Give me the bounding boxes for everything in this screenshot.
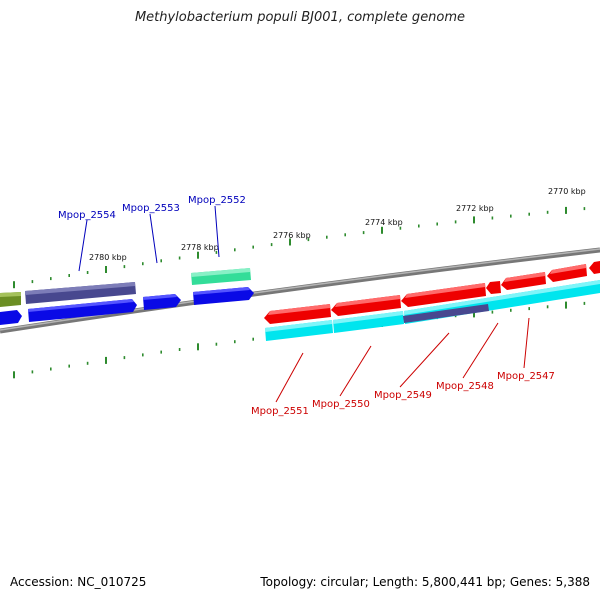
accession-text: Accession: NC_010725 [10,575,147,589]
label-mpop-2549[interactable]: Mpop_2549 [374,390,432,401]
label-mpop-2552[interactable]: Mpop_2552 [188,195,246,206]
gene-blue-partial[interactable] [0,310,22,325]
gene-red-partial[interactable] [589,261,600,274]
gene-navy-overlay[interactable] [403,304,489,323]
label-mpop-2547[interactable]: Mpop_2547 [497,371,555,382]
gene-olive-partial-shine [0,292,21,297]
label-leader-lines [78,205,530,403]
label-mpop-2553[interactable]: Mpop_2553 [122,203,180,214]
label-mpop-2554[interactable]: Mpop_2554 [58,210,116,221]
gene-mpop-2547-shine [504,272,545,282]
outer-tick-track [13,206,586,289]
gene-blue-3-shine [193,287,250,295]
map-title: Methylobacterium populi BJ001, complete … [134,10,466,25]
gene-cyan-2-shine [333,311,403,324]
gene-red-6-shine [550,264,586,274]
gene-mpop-2551-shine [268,304,330,315]
genome-backbone [0,247,600,334]
gene-labels: Mpop_2554 Mpop_2553 Mpop_2552 Mpop_2551 … [58,195,555,417]
reverse-genes [264,261,600,341]
genome-info-text: Topology: circular; Length: 5,800,441 bp… [260,575,590,589]
gene-mpop-2550-shine [335,295,400,307]
scale-label-2772: 2772 kbp [456,204,494,213]
gene-blue-1[interactable] [28,299,137,322]
gene-mpop-2552-shine [191,268,250,277]
genome-backbone-highlight [0,248,600,331]
gene-blue-1-shine [28,299,134,312]
gene-mpop-2549-shine [405,283,485,298]
gene-mpop-2548[interactable] [486,281,501,294]
scale-label-2778: 2778 kbp [181,243,219,252]
label-mpop-2548[interactable]: Mpop_2548 [436,381,494,392]
scale-label-2774: 2774 kbp [365,218,403,227]
gene-cyan-3-shine [404,280,600,315]
gene-mpop-2554-shine [25,282,135,295]
gene-cyan-1-shine [265,320,332,332]
label-mpop-2551[interactable]: Mpop_2551 [251,406,309,417]
scale-label-2780: 2780 kbp [89,253,127,262]
gene-mpop-2553-shine [143,294,177,300]
scale-label-2776: 2776 kbp [273,231,311,240]
scale-label-2770: 2770 kbp [548,187,586,196]
label-mpop-2550[interactable]: Mpop_2550 [312,399,370,410]
forward-genes [0,268,254,325]
